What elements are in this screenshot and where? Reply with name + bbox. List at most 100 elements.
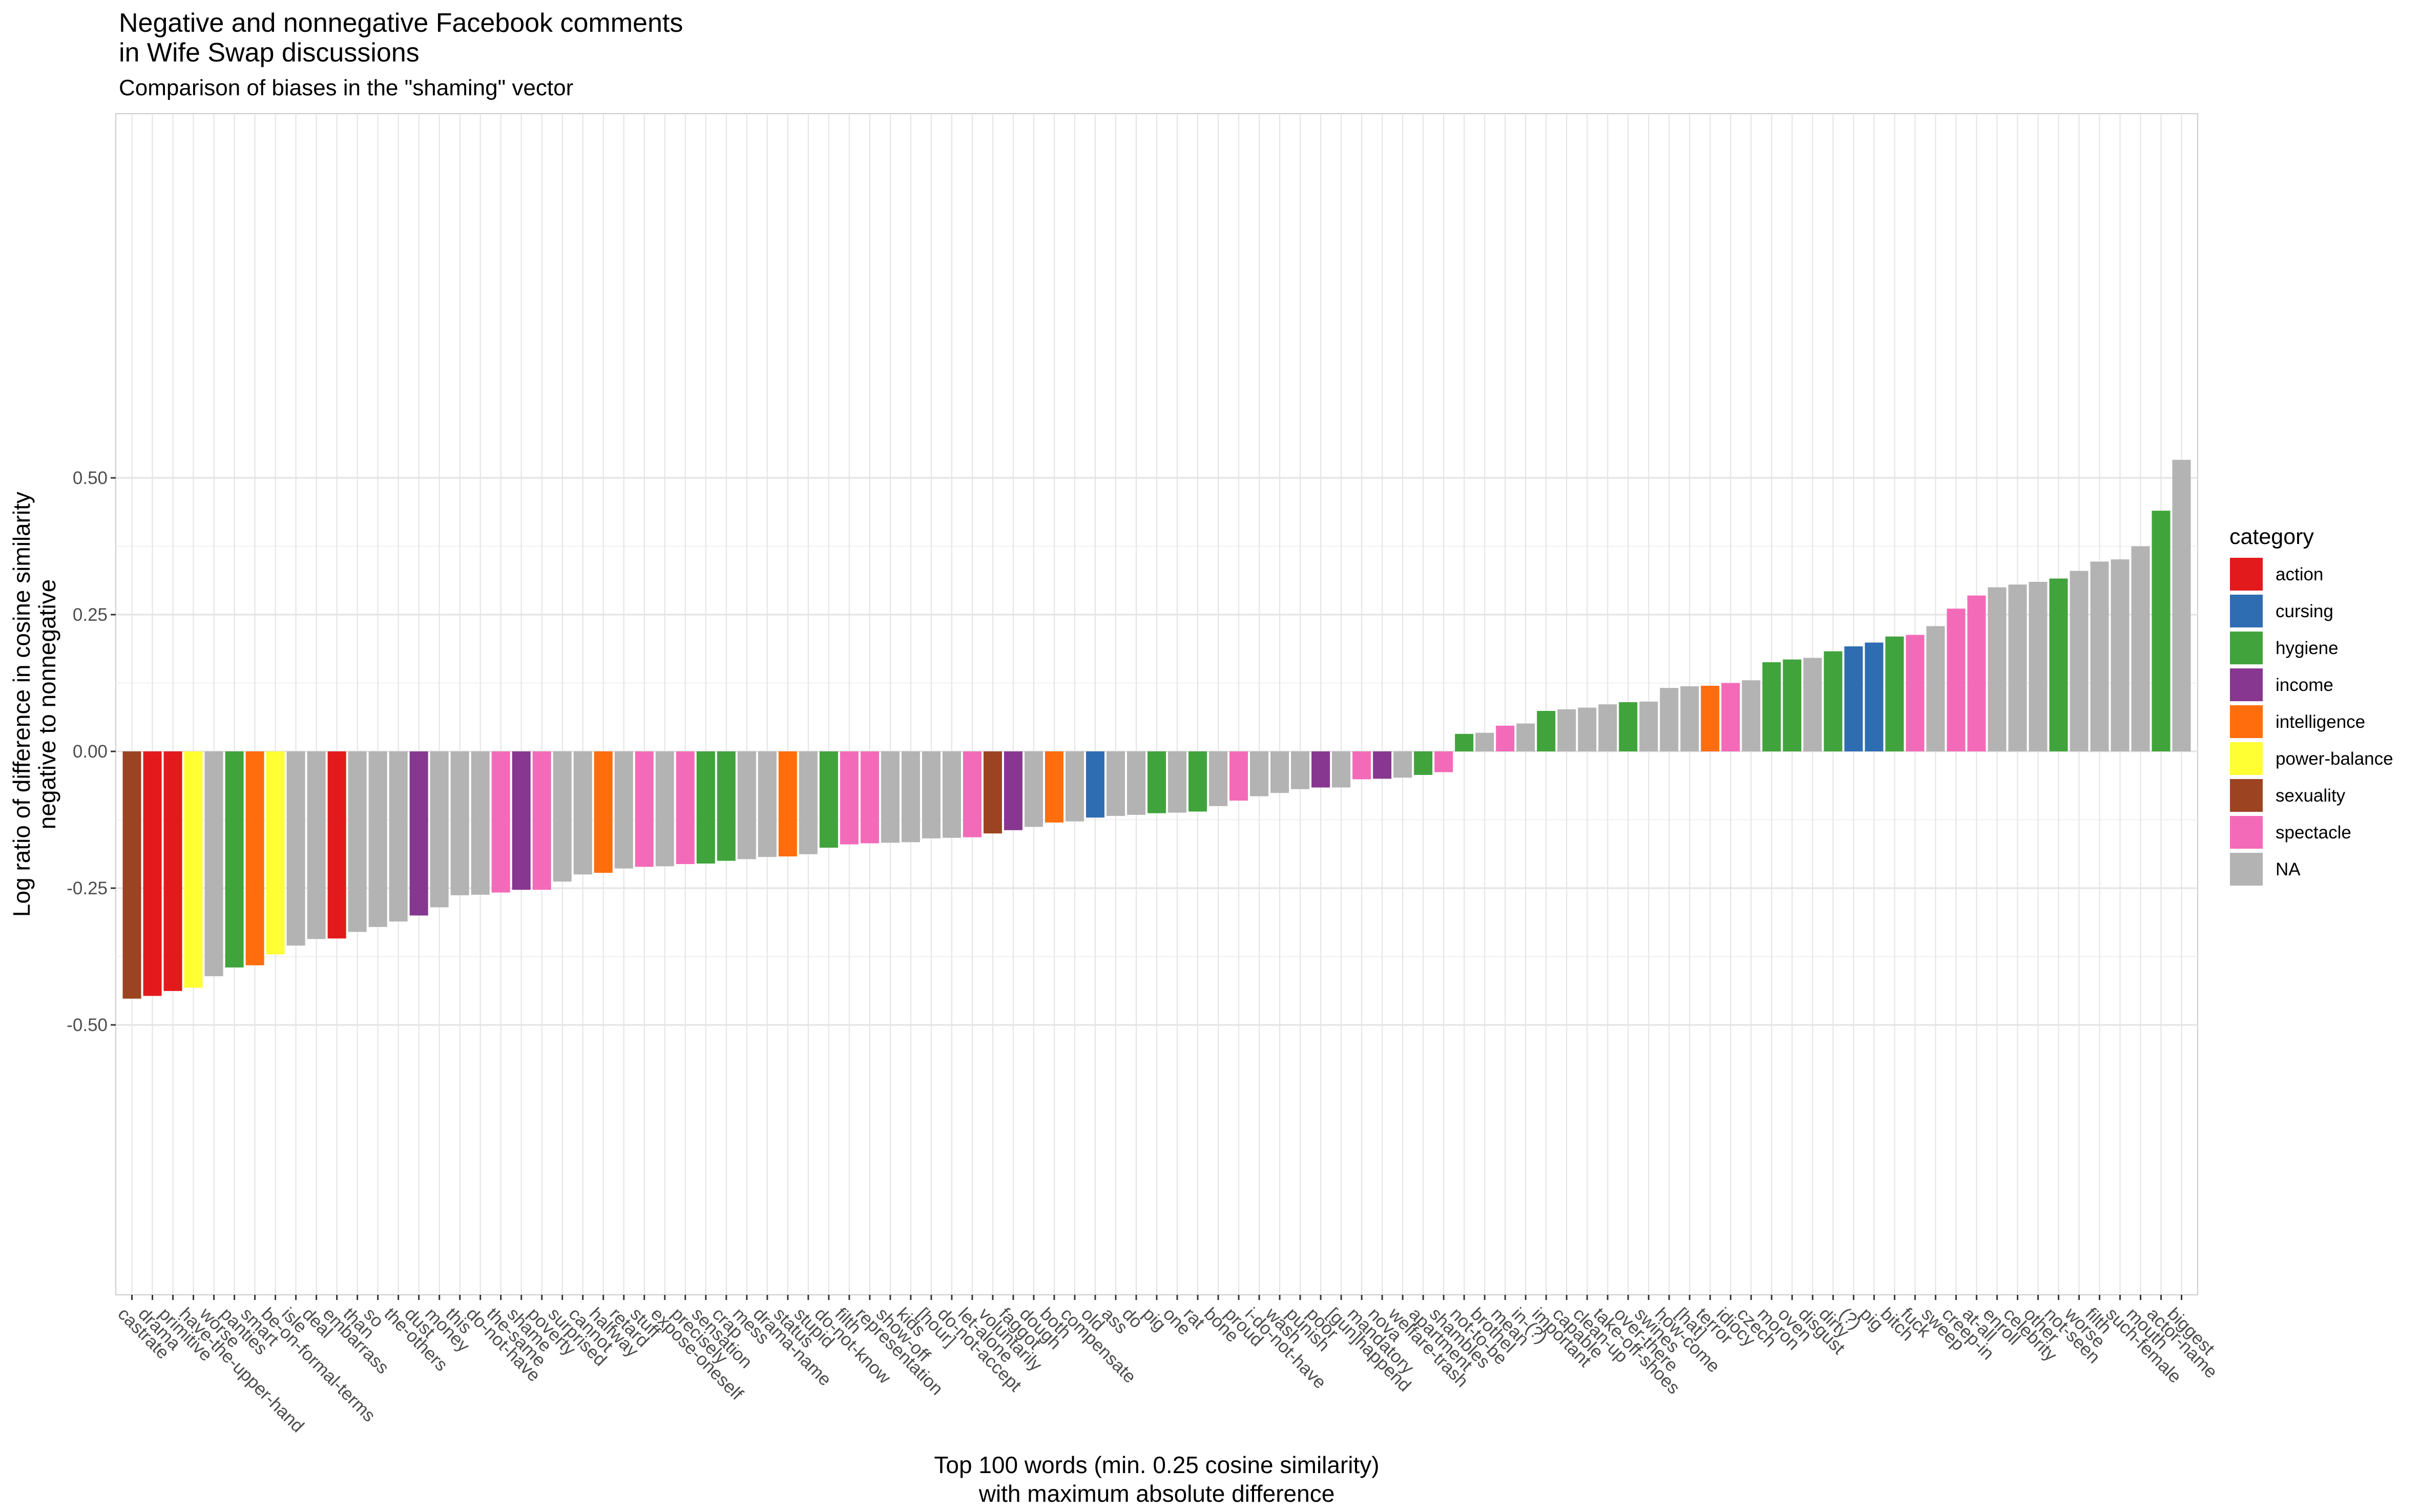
legend-label: spectacle: [2276, 823, 2351, 843]
legend-label: NA: [2276, 859, 2301, 879]
bar: [860, 751, 879, 844]
bar: [553, 751, 572, 882]
y-tick-label: -0.25: [67, 878, 108, 898]
bar: [1885, 636, 1904, 751]
legend: category action cursing hygiene income intel…: [2229, 524, 2393, 887]
bar: [1311, 751, 1330, 788]
bar: [1434, 751, 1453, 772]
bar: [2029, 581, 2048, 751]
legend-label: cursing: [2276, 601, 2333, 621]
bar: [1680, 686, 1699, 751]
legend-key: [2229, 594, 2264, 628]
bar: [204, 751, 223, 976]
bar: [758, 751, 777, 857]
bar: [799, 751, 818, 854]
bar: [594, 751, 613, 873]
bar: [1291, 751, 1310, 789]
bar: [1414, 751, 1433, 775]
legend-label: sexuality: [2276, 786, 2346, 806]
bar: [245, 751, 264, 965]
bar: [1168, 751, 1187, 813]
bar: [1926, 626, 1945, 751]
bar: [1250, 751, 1269, 796]
legend-label: power-balance: [2276, 749, 2393, 769]
bar: [1455, 733, 1474, 751]
bar: [2131, 546, 2150, 751]
bar: [2090, 561, 2109, 751]
legend-label: hygiene: [2276, 638, 2339, 658]
bar: [1537, 710, 1556, 751]
bar: [1373, 751, 1392, 779]
y-axis-label-line-2: negative to nonnegative: [34, 579, 60, 830]
legend-label: action: [2276, 564, 2323, 584]
legend-title: category: [2229, 524, 2314, 549]
bar: [2152, 511, 2171, 751]
bar: [1004, 751, 1023, 830]
x-axis-label-line-2: with maximum absolute difference: [978, 1480, 1335, 1507]
bar: [942, 751, 961, 838]
bar: [163, 751, 182, 991]
chart-title-line-2: in Wife Swap discussions: [119, 38, 420, 68]
bar: [450, 751, 469, 895]
bar: [1639, 701, 1658, 751]
bar: [1229, 751, 1248, 801]
bar: [1147, 751, 1166, 813]
bar: [286, 751, 305, 946]
chart-subtitle: Comparison of biases in the "shaming" ve…: [119, 75, 573, 100]
bar: [1496, 725, 1515, 751]
bar: [1967, 595, 1986, 751]
bar: [2111, 559, 2130, 751]
bar: [881, 751, 900, 843]
bar: [635, 751, 654, 867]
bar: [1598, 704, 1617, 751]
bar: [1578, 707, 1597, 751]
bar: [778, 751, 797, 857]
bar: [1701, 685, 1720, 751]
bar: [1065, 751, 1084, 822]
bar: [1721, 683, 1740, 751]
bar: [1126, 751, 1145, 815]
legend-key: [2229, 704, 2264, 739]
bar: [1209, 751, 1228, 806]
bars: [122, 459, 2191, 999]
x-axis: castratedramaprimitivehave-the-upper-han…: [114, 1295, 2221, 1436]
legend-key: [2229, 815, 2264, 850]
y-axis-label-line-1: Log ratio of difference in cosine simila…: [8, 492, 35, 917]
bar: [1660, 688, 1679, 751]
bar: [573, 751, 592, 875]
legend-key: [2229, 778, 2264, 813]
bar: [963, 751, 982, 837]
bar: [389, 751, 408, 922]
bar: [2049, 578, 2068, 751]
bar: [1352, 751, 1371, 780]
bar: [1762, 662, 1781, 751]
panel: [115, 113, 2198, 1295]
bar: [532, 751, 551, 890]
bar: [696, 751, 715, 864]
bar: [901, 751, 920, 843]
bar: [2070, 571, 2089, 751]
legend-label: intelligence: [2276, 712, 2365, 732]
x-axis-label-line-1: Top 100 words (min. 0.25 cosine similari…: [934, 1452, 1379, 1478]
legend-key: [2229, 667, 2264, 702]
bar: [430, 751, 449, 908]
bar: [1988, 587, 2007, 751]
bar: [1024, 751, 1043, 827]
chart-title-line-1: Negative and nonnegative Facebook commen…: [119, 8, 683, 38]
bar: [1045, 751, 1063, 823]
bar: [676, 751, 695, 865]
bar: [1783, 659, 1802, 751]
bar: [1393, 751, 1412, 778]
bar: [368, 751, 387, 927]
bar: [819, 751, 838, 848]
bar: [266, 751, 285, 955]
bar: [1865, 642, 1884, 751]
bar: [983, 751, 1002, 834]
legend-key: [2229, 852, 2264, 887]
legend-key: [2229, 557, 2264, 592]
bar: [737, 751, 756, 859]
bar: [307, 751, 326, 939]
y-tick-label: -0.50: [67, 1015, 108, 1035]
bar: [491, 751, 510, 893]
